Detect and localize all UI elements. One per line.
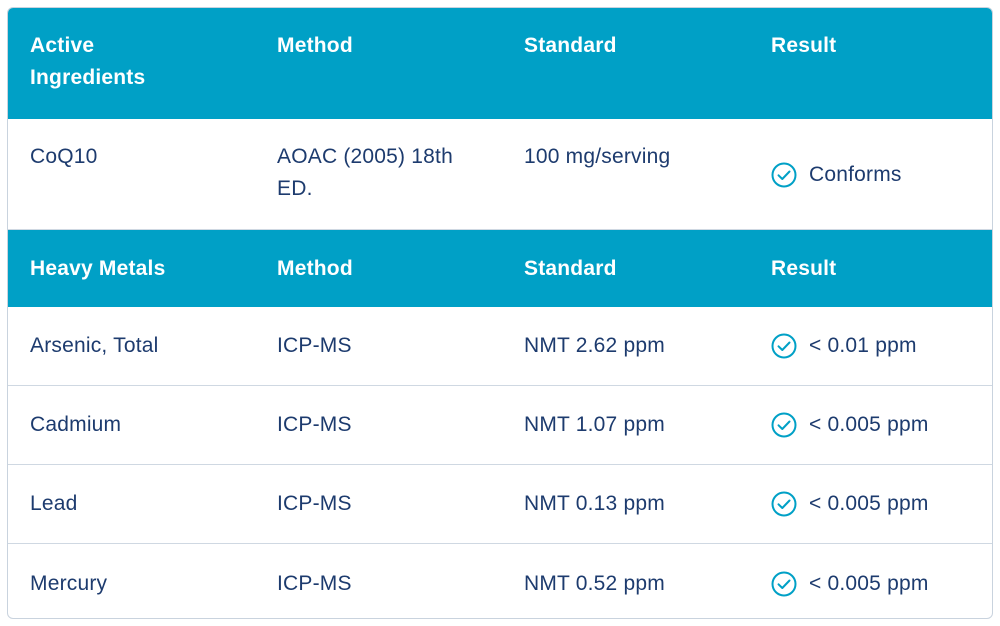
method-value: ICP-MS: [277, 413, 352, 436]
method-value: ICP-MS: [277, 334, 352, 357]
check-circle-icon: [771, 333, 797, 359]
result-value: Conforms: [749, 141, 992, 191]
standard-value: NMT 2.62 ppm: [524, 334, 665, 357]
method-value: ICP-MS: [277, 571, 352, 595]
header-standard: Standard: [524, 34, 617, 57]
header-result: Result: [771, 34, 837, 57]
header-active-ingredients: Active Ingredients: [8, 30, 255, 119]
method-line1: AOAC (2005) 18th: [277, 145, 453, 168]
standard-value: NMT 0.13 ppm: [524, 492, 665, 515]
standard-value: NMT 1.07 ppm: [524, 413, 665, 436]
metal-name: Arsenic, Total: [30, 334, 159, 357]
metal-name: Mercury: [30, 571, 108, 595]
result-text: < 0.005 ppm: [809, 571, 929, 595]
table-row: Mercury ICP-MS NMT 0.52 ppm < 0.005 ppm: [8, 544, 992, 618]
method-value: AOAC (2005) 18th ED.: [255, 141, 502, 229]
check-circle-icon: [771, 412, 797, 438]
header-active-ingredients-line1: Active: [30, 34, 95, 57]
check-circle-icon: [771, 571, 797, 596]
result-value: < 0.005 ppm: [749, 568, 992, 600]
standard-value: 100 mg/serving: [524, 145, 671, 168]
table-row: Lead ICP-MS NMT 0.13 ppm < 0.005 ppm: [8, 465, 992, 544]
header-heavy-metals: Heavy Metals: [30, 256, 166, 280]
header-method: Method: [277, 256, 353, 280]
header-result: Result: [771, 256, 837, 280]
result-text: < 0.005 ppm: [809, 492, 929, 515]
result-text: Conforms: [809, 163, 902, 186]
result-text: < 0.005 ppm: [809, 413, 929, 436]
standard-value: NMT 0.52 ppm: [524, 571, 665, 595]
header-method: Method: [277, 34, 353, 57]
test-results-table: Active Ingredients Method Standard Resul…: [7, 7, 993, 619]
header-standard: Standard: [524, 256, 617, 280]
table-row: Arsenic, Total ICP-MS NMT 2.62 ppm < 0.0…: [8, 307, 992, 386]
result-value: < 0.01 ppm: [749, 330, 992, 362]
metal-name: Cadmium: [30, 413, 122, 436]
metal-name: Lead: [30, 492, 78, 515]
method-line2: ED.: [277, 177, 313, 200]
header-active-ingredients-line2: Ingredients: [30, 66, 146, 89]
check-circle-icon: [771, 491, 797, 517]
ingredient-name: CoQ10: [30, 145, 98, 168]
table-row: Cadmium ICP-MS NMT 1.07 ppm < 0.005 ppm: [8, 386, 992, 465]
check-circle-icon: [771, 162, 797, 188]
heavy-metals-header-row: Heavy Metals Method Standard Result: [8, 230, 992, 307]
result-value: < 0.005 ppm: [749, 409, 992, 441]
method-value: ICP-MS: [277, 492, 352, 515]
table-row: CoQ10 AOAC (2005) 18th ED. 100 mg/servin…: [8, 119, 992, 230]
active-ingredients-header-row: Active Ingredients Method Standard Resul…: [8, 8, 992, 119]
result-text: < 0.01 ppm: [809, 334, 917, 357]
result-value: < 0.005 ppm: [749, 488, 992, 520]
